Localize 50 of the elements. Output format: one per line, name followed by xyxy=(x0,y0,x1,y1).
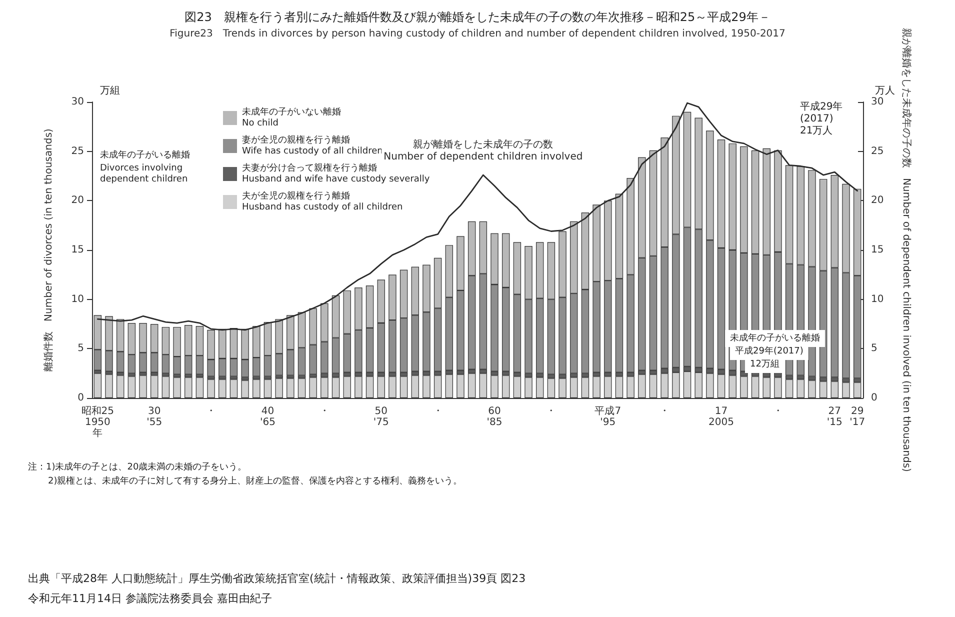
y-tick-label: 0 xyxy=(78,392,84,404)
y-tick-label: 5 xyxy=(78,343,84,354)
y2-tick-label: 15 xyxy=(871,244,884,256)
annotation: Divorces involving dependent children xyxy=(100,164,188,184)
y2-tick-label: 30 xyxy=(871,96,884,108)
x-tick-label: ・ xyxy=(319,406,330,417)
source-note: 出典「平成28年 人口動態統計」厚生労働省政策統括官室(統計・情報政策、政策評価担当)39頁 図23 xyxy=(28,572,526,585)
y2-tick-label: 25 xyxy=(871,146,884,157)
legend-label: 妻が全児の親権を行う離婚 Wife has custody of all children xyxy=(242,134,383,156)
annotation: 平成29年(2017) xyxy=(735,346,804,356)
annotation: 12万組 xyxy=(750,360,780,370)
legend-label: 夫が全児の親権を行う離婚 Husband has custody of all children xyxy=(242,190,403,212)
x-tick-label: 昭和25 1950 年 xyxy=(81,405,114,439)
y2-tick-label: 20 xyxy=(871,195,884,206)
annotation: 平成29年 (2017) 21万人 xyxy=(800,100,843,136)
x-tick-label: 50 '75 xyxy=(373,406,389,428)
y-tick-label: 20 xyxy=(71,195,84,206)
chart-title: 図23 親権を行う者別にみた離婚件数及び親が離婚をした未成年の子の数の年次推移－昭和25～平成29年－ xyxy=(184,10,770,24)
x-tick-label: 27 '15 xyxy=(826,406,842,428)
x-tick-label: ・ xyxy=(660,406,670,417)
y-tick-label: 30 xyxy=(71,96,84,108)
y2-tick-label: 5 xyxy=(871,343,878,354)
y-tick-label: 10 xyxy=(71,294,84,305)
x-tick-label: 29 '17 xyxy=(850,406,866,428)
x-tick-label: ・ xyxy=(432,406,443,417)
annotation: 未成年の子がいる離婚 xyxy=(730,332,820,344)
chart-subtitle: Figure23 Trends in divorces by person having custody of children and number of dependent children involved, 1950-2017 xyxy=(170,28,786,40)
y2-tick-label: 10 xyxy=(871,294,884,305)
text: 親が離婚をした未成年の子の数 Number of dependent children involved xyxy=(384,138,583,163)
x-tick-label: ・ xyxy=(206,406,216,417)
legend-label: 夫妻が分け合って親権を行う離婚 Husband and wife have custody severally xyxy=(242,162,430,184)
y-tick-label: 25 xyxy=(71,146,84,157)
text: 注：1)未成年の子とは、20歳未満の未婚の子をいう。 xyxy=(28,462,247,472)
x-tick-label: 40 '65 xyxy=(260,406,276,428)
x-tick-label: 30 '55 xyxy=(146,406,162,428)
text: 万人 xyxy=(875,86,895,96)
y-tick-label: 15 xyxy=(71,244,84,256)
text: 令和元年11月14日 参議院法務委員会 嘉田由紀子 xyxy=(28,592,272,605)
x-tick-label: 平成7 '95 xyxy=(594,405,622,428)
y2-axis-title: 親が離婚をした未成年の子の数 Number of dependent children involved (in ten thousands) xyxy=(900,28,912,472)
x-tick-label: ・ xyxy=(546,406,556,417)
text: 万組 xyxy=(100,86,120,96)
y2-tick-label: 0 xyxy=(871,392,878,404)
x-tick-label: 17 2005 xyxy=(708,406,734,428)
y-axis-title: 離婚件数 Number of divorces (in ten thousands) xyxy=(42,128,54,372)
text: 2)親権とは、未成年の子に対して有する身分上、財産上の監督、保護を内容とする権利、義務をいう。 xyxy=(48,476,462,486)
x-tick-label: ・ xyxy=(772,406,783,417)
x-tick-label: 60 '85 xyxy=(486,406,502,428)
annotation: 未成年の子がいる離婚 xyxy=(100,150,190,160)
legend-label: 未成年の子がいない離婚 No child xyxy=(242,106,341,128)
